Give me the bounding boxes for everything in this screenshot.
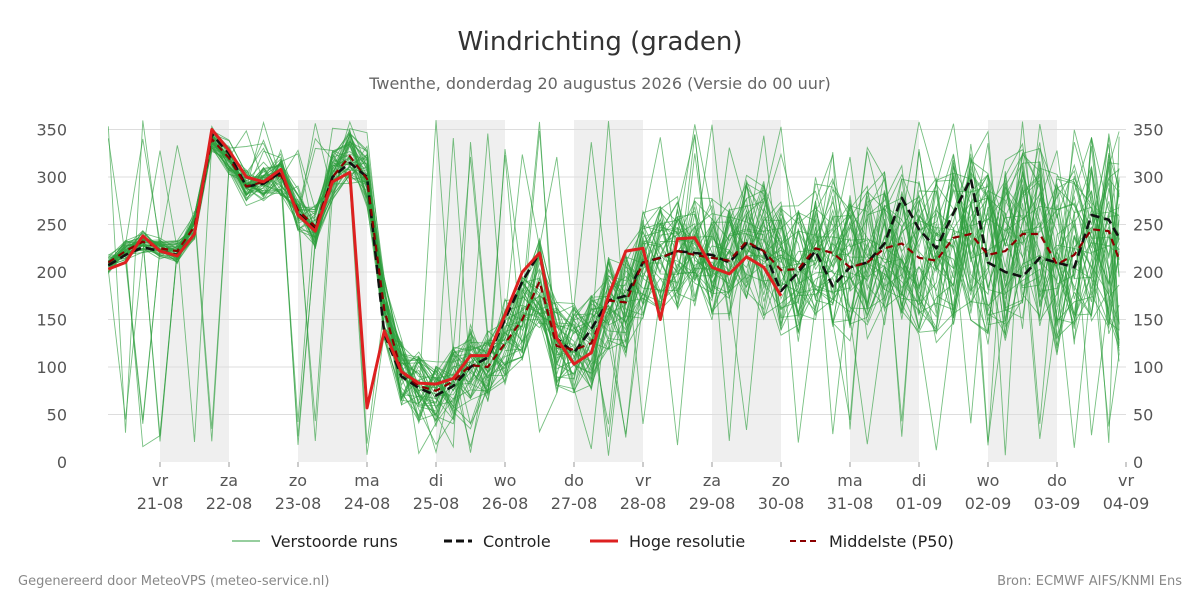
day-band-0 (160, 120, 229, 462)
legend-label-controle: Controle (483, 532, 551, 551)
x-tick-day-14: vr (1118, 471, 1134, 490)
x-tick-date-3: 24-08 (344, 494, 391, 513)
x-tick-date-4: 25-08 (413, 494, 460, 513)
y-tick-left-350: 350 (36, 121, 67, 140)
main-series (108, 128, 1121, 410)
x-tick-date-13: 03-09 (1034, 494, 1081, 513)
y-tick-right-250: 250 (1133, 216, 1164, 235)
x-tick-day-2: zo (289, 471, 307, 490)
x-tick-date-14: 04-09 (1103, 494, 1150, 513)
x-tick-date-10: 31-08 (827, 494, 874, 513)
x-tick-date-12: 02-09 (965, 494, 1012, 513)
footer-source: Bron: ECMWF AIFS/KNMI Ens (997, 574, 1182, 589)
y-tick-right-150: 150 (1133, 311, 1164, 330)
footer-generated-by: Gegenereerd door MeteoVPS (meteo-service… (18, 574, 329, 589)
ensemble-run-40 (108, 134, 1120, 405)
x-tick-day-5: wo (494, 471, 517, 490)
y-tick-left-300: 300 (36, 168, 67, 187)
ensemble-run-27 (108, 142, 1120, 443)
x-tick-date-0: 21-08 (137, 494, 184, 513)
x-axis: vr 21-08 za 22-08 zo 23-08 ma 24-08 di 25-08 wo 26-… (137, 462, 1150, 513)
y-tick-left-50: 50 (47, 406, 67, 425)
y-tick-right-200: 200 (1133, 263, 1164, 282)
y-tick-right-300: 300 (1133, 168, 1164, 187)
ensemble-run-35 (108, 133, 1120, 448)
ensemble-run-50 (108, 135, 1120, 434)
y-tick-right-100: 100 (1133, 358, 1164, 377)
x-tick-date-5: 26-08 (482, 494, 529, 513)
y-tick-right-50: 50 (1133, 406, 1153, 425)
y-tick-left-150: 150 (36, 311, 67, 330)
x-tick-date-11: 01-09 (896, 494, 943, 513)
x-tick-date-6: 27-08 (551, 494, 598, 513)
x-tick-day-8: za (703, 471, 721, 490)
ensemble-run-37 (108, 128, 1120, 430)
y-axis-right: 0 50 100 150 200 250 300 350 (1133, 121, 1164, 473)
y-tick-left-200: 200 (36, 263, 67, 282)
x-tick-date-1: 22-08 (206, 494, 253, 513)
y-axis-left: 0 50 100 150 200 250 300 350 (36, 121, 67, 473)
y-tick-right-350: 350 (1133, 121, 1164, 140)
x-tick-day-12: wo (977, 471, 1000, 490)
series-line-middelste-p50 (108, 137, 1121, 392)
x-tick-day-7: vr (635, 471, 651, 490)
y-tick-left-100: 100 (36, 358, 67, 377)
legend-label-verstoorde-runs: Verstoorde runs (271, 532, 398, 551)
legend-label-middelste: Middelste (P50) (829, 532, 954, 551)
y-tick-left-250: 250 (36, 216, 67, 235)
x-tick-day-11: di (912, 471, 927, 490)
series-line-hoge-resolutie (108, 128, 783, 410)
legend: Verstoorde runs Controle Hoge resolutie … (232, 532, 954, 551)
x-tick-day-0: vr (152, 471, 168, 490)
ensemble-runs (108, 120, 1120, 456)
x-tick-date-2: 23-08 (275, 494, 322, 513)
series-line-controle (108, 133, 1121, 397)
x-tick-date-8: 29-08 (689, 494, 736, 513)
y-tick-left-0: 0 (57, 453, 67, 472)
ensemble-run-44 (108, 147, 1120, 400)
x-tick-day-3: ma (354, 471, 379, 490)
x-tick-day-9: zo (772, 471, 790, 490)
ensemble-run-36 (108, 165, 1120, 448)
y-tick-right-0: 0 (1133, 453, 1143, 472)
x-tick-day-6: do (564, 471, 584, 490)
ensemble-run-48 (108, 121, 1120, 431)
chart-title: Windrichting (graden) (457, 27, 742, 57)
x-tick-day-10: ma (837, 471, 862, 490)
ensemble-run-49 (108, 121, 1120, 450)
chart-subtitle: Twenthe, donderdag 20 augustus 2026 (Ver… (368, 74, 831, 93)
x-tick-date-9: 30-08 (758, 494, 805, 513)
legend-label-hoge-resolutie: Hoge resolutie (629, 532, 745, 551)
x-tick-day-1: za (220, 471, 238, 490)
x-tick-date-7: 28-08 (620, 494, 667, 513)
x-tick-day-4: di (429, 471, 444, 490)
x-tick-day-13: do (1047, 471, 1067, 490)
